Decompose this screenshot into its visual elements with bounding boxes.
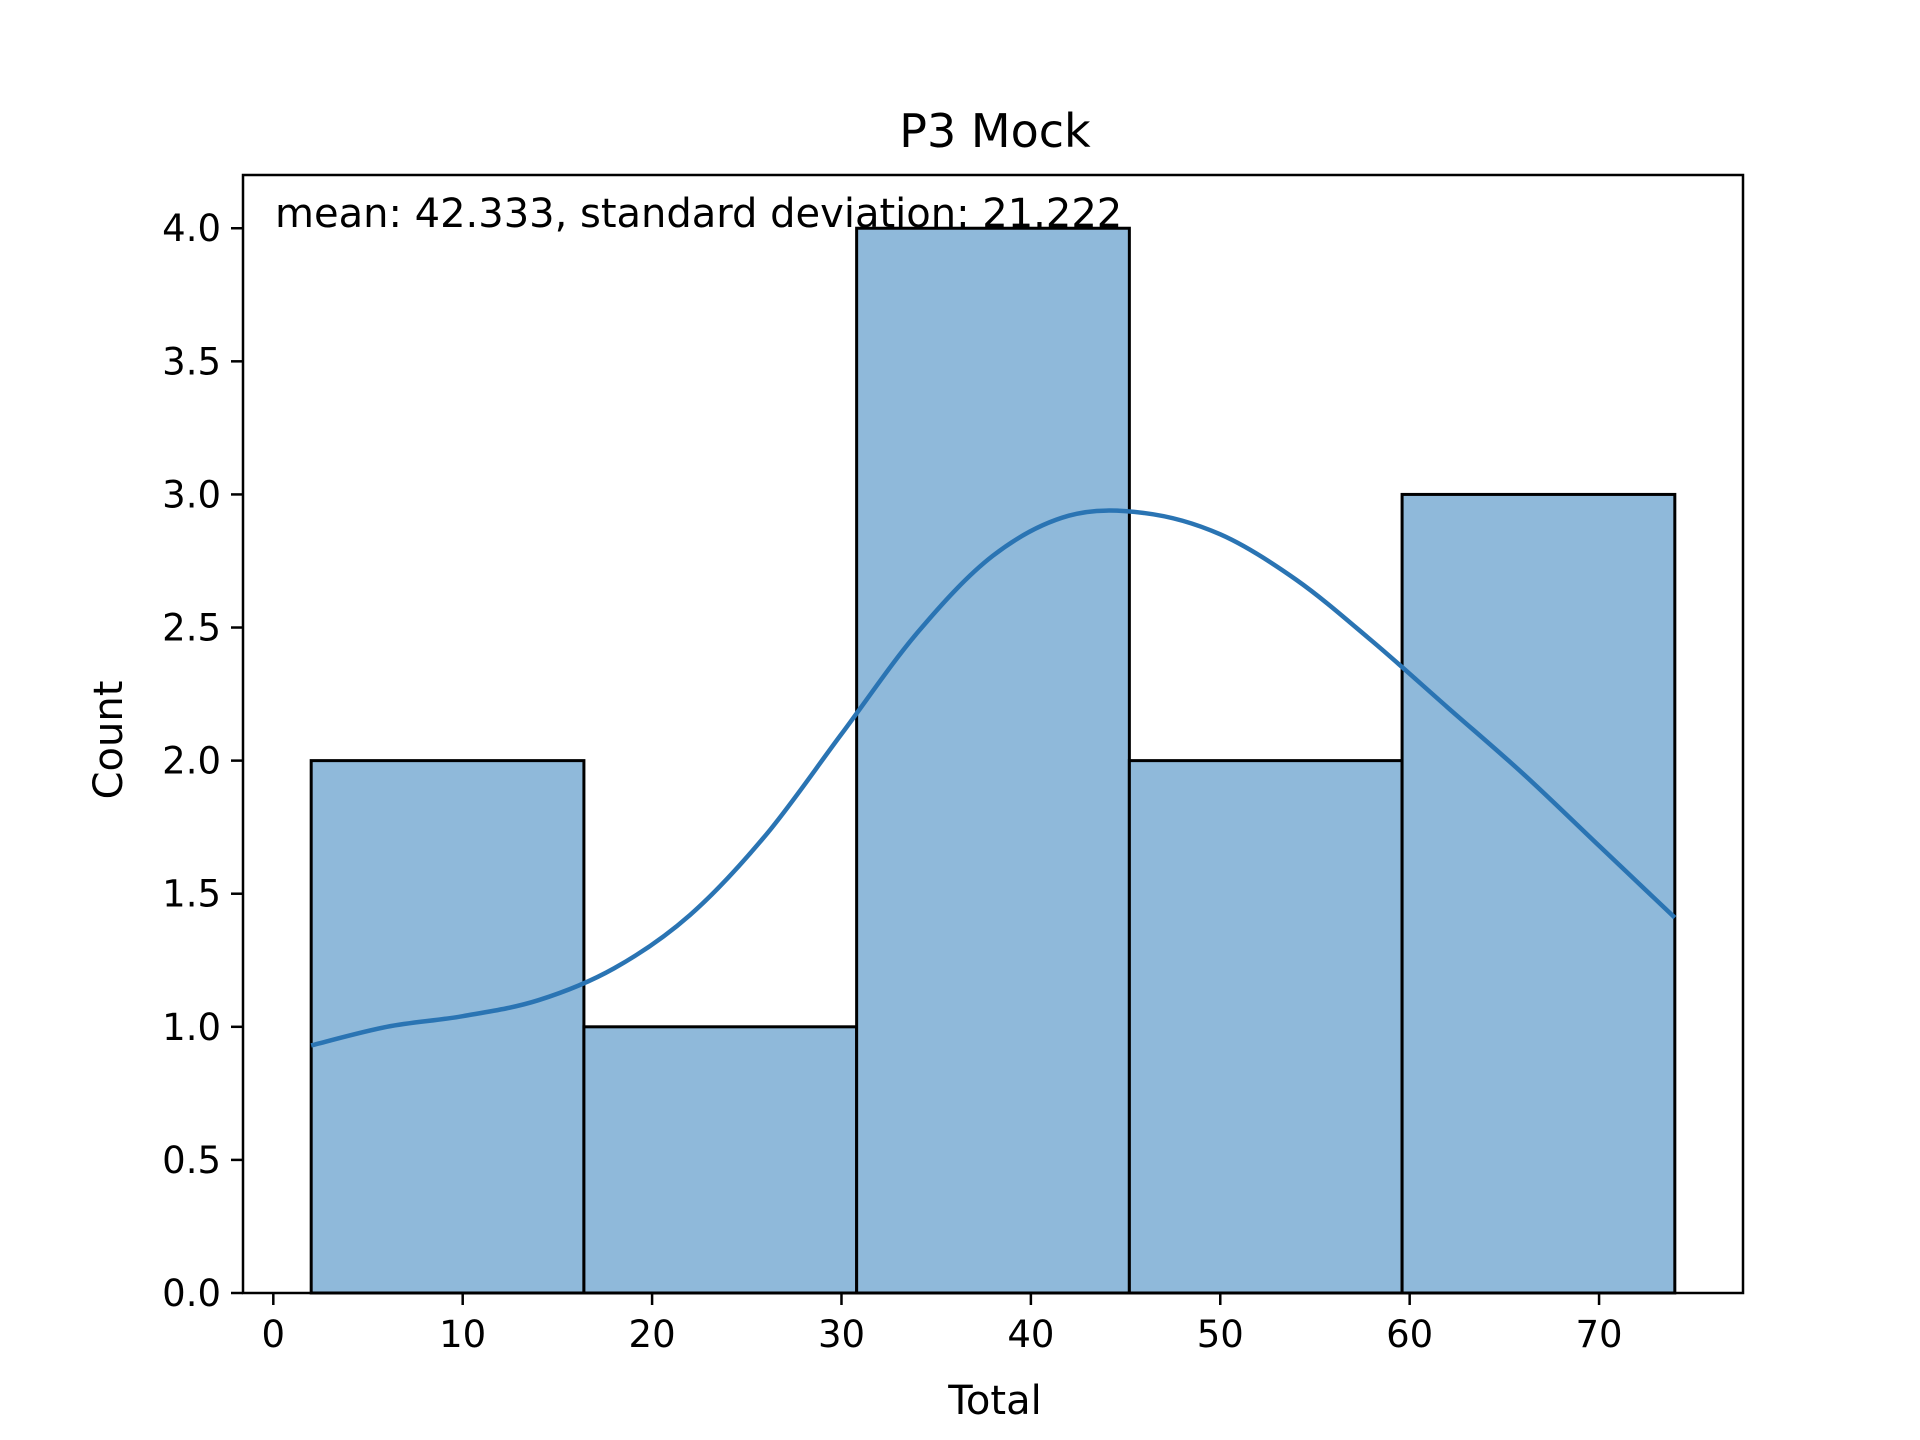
x-axis-label: Total — [947, 1378, 1041, 1424]
x-tick-label: 60 — [1386, 1313, 1433, 1356]
y-axis-ticks: 0.0 0.5 1.0 1.5 2.0 2.5 3.0 3.5 4.0 — [162, 207, 243, 1315]
histogram-bar-5 — [1400, 492, 1677, 1295]
y-tick-label: 2.5 — [162, 607, 221, 650]
x-tick-label: 40 — [1007, 1313, 1054, 1356]
y-tick-label: 4.0 — [162, 207, 221, 250]
x-tick-label: 70 — [1576, 1313, 1623, 1356]
x-tick-label: 50 — [1197, 1313, 1244, 1356]
y-tick-label: 0.5 — [162, 1139, 221, 1182]
histogram-bar-2 — [582, 1025, 859, 1295]
plot-area-frame — [241, 173, 1745, 1295]
y-tick-label: 0.0 — [162, 1272, 221, 1315]
y-tick-label: 3.5 — [162, 340, 221, 383]
y-tick-label: 1.0 — [162, 1006, 221, 1049]
x-tick-label: 0 — [262, 1313, 286, 1356]
y-axis-label: Count — [86, 681, 132, 800]
kde-curve — [310, 508, 1677, 1048]
x-tick-label: 20 — [629, 1313, 676, 1356]
histogram-bar-1 — [309, 759, 586, 1295]
x-axis-ticks: 0 10 20 30 40 50 60 70 — [262, 1293, 1623, 1356]
histogram-bar-4 — [1127, 759, 1404, 1295]
y-tick-label: 1.5 — [162, 873, 221, 916]
histogram-bars — [309, 226, 1677, 1295]
y-tick-label: 2.0 — [162, 740, 221, 783]
y-tick-label: 3.0 — [162, 473, 221, 516]
x-tick-label: 10 — [439, 1313, 486, 1356]
chart-title: P3 Mock — [899, 104, 1091, 158]
x-tick-label: 30 — [818, 1313, 865, 1356]
histogram-bar-3 — [855, 226, 1131, 1295]
stats-annotation: mean: 42.333, standard deviation: 21.222 — [275, 191, 1122, 237]
